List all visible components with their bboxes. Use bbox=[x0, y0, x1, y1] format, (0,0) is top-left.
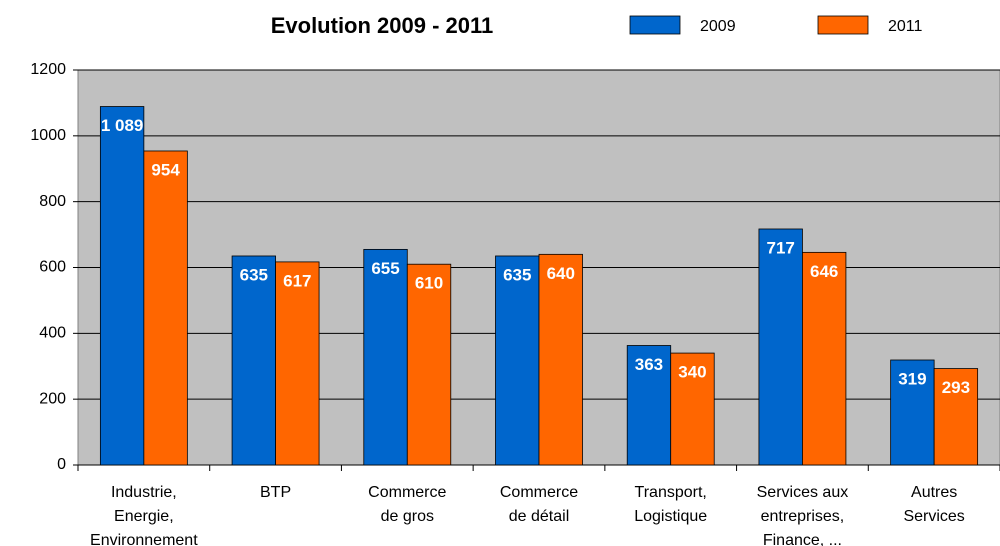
legend-label: 2011 bbox=[888, 18, 923, 35]
value-label: 640 bbox=[547, 264, 575, 283]
y-tick-label: 1200 bbox=[30, 61, 66, 78]
value-label: 954 bbox=[151, 160, 180, 179]
legend-label: 2009 bbox=[700, 18, 736, 35]
x-tick-label: Services aux bbox=[757, 484, 849, 501]
bar bbox=[538, 253, 583, 466]
bar bbox=[275, 261, 320, 466]
bar bbox=[802, 251, 847, 466]
x-tick-label: BTP bbox=[260, 484, 291, 501]
bar bbox=[143, 150, 188, 466]
bar bbox=[99, 106, 145, 466]
x-tick-label: Commerce bbox=[500, 484, 578, 501]
chart-title: Evolution 2009 - 2011 bbox=[271, 13, 494, 38]
x-tick-label: de gros bbox=[381, 508, 434, 525]
y-tick-label: 600 bbox=[39, 259, 66, 276]
x-tick-label: Finance, ... bbox=[763, 532, 842, 546]
value-label: 635 bbox=[240, 265, 268, 284]
value-label: 646 bbox=[810, 262, 838, 281]
bar bbox=[933, 368, 979, 466]
value-label: 717 bbox=[766, 238, 794, 257]
bar bbox=[231, 255, 276, 466]
bar bbox=[758, 228, 803, 466]
x-tick-label: Industrie, bbox=[111, 484, 177, 501]
value-label: 1 089 bbox=[101, 116, 144, 135]
y-tick-label: 400 bbox=[39, 325, 66, 342]
value-label: 293 bbox=[942, 378, 970, 397]
x-tick-label: Environnement bbox=[90, 532, 198, 546]
value-label: 319 bbox=[898, 369, 926, 388]
x-tick-label: entreprises, bbox=[761, 508, 845, 525]
value-label: 340 bbox=[678, 363, 706, 382]
x-tick-label: Energie, bbox=[114, 508, 174, 525]
y-tick-label: 0 bbox=[57, 456, 66, 473]
x-tick-label: Transport, bbox=[635, 484, 707, 501]
value-label: 617 bbox=[283, 271, 311, 290]
bar bbox=[495, 255, 540, 466]
y-tick-label: 800 bbox=[39, 193, 66, 210]
legend-swatch bbox=[629, 15, 681, 35]
value-label: 610 bbox=[415, 274, 443, 293]
x-tick-label: Autres bbox=[911, 484, 957, 501]
value-label: 635 bbox=[503, 265, 531, 284]
bar bbox=[363, 248, 408, 466]
y-tick-label: 200 bbox=[39, 390, 66, 407]
bar bbox=[626, 345, 672, 466]
x-tick-label: de détail bbox=[509, 508, 570, 525]
value-label: 655 bbox=[371, 259, 399, 278]
bar bbox=[890, 359, 935, 466]
x-tick-label: Commerce bbox=[368, 484, 446, 501]
y-tick-label: 1000 bbox=[30, 127, 66, 144]
bar bbox=[406, 263, 452, 466]
legend-swatch bbox=[817, 15, 869, 35]
x-tick-label: Services bbox=[903, 508, 964, 525]
value-label: 363 bbox=[635, 355, 663, 374]
bar bbox=[670, 352, 715, 466]
x-tick-label: Logistique bbox=[634, 508, 707, 525]
